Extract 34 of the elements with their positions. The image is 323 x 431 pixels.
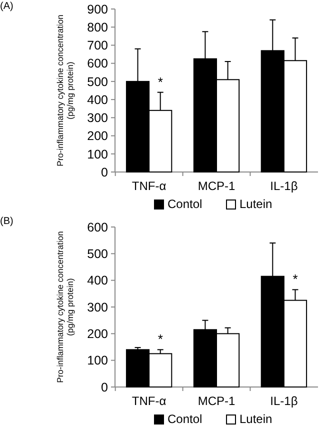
y-tick-label: 0 [101,165,108,180]
text: (A) [0,1,14,12]
annotation: * [158,74,163,90]
annotation: * [158,332,163,347]
legend-label: Contol [168,197,202,212]
x-tick-label: IL-1β [270,179,298,193]
annotation: * [292,272,298,287]
y-tick-label: 800 [87,20,108,34]
y-tick-label: 600 [87,220,108,234]
y-axis-title: Pro-inflammatory cytokine concentration (pg/mg protein) [55,230,75,383]
x-tick-label: MCP-1 [198,179,236,193]
y-tick-label: 500 [87,247,108,262]
x-tick-label: TNF-α [132,394,166,408]
y-tick-label: 300 [87,111,108,126]
y-tick-label: 0 [101,380,108,394]
legend-label: Lutein [240,197,272,212]
y-tick-label: 900 [87,2,108,16]
x-tick-label: IL-1β [270,394,298,408]
y-tick-label: 600 [87,56,108,71]
legend-label: Contol [168,412,202,426]
y-tick-label: 400 [87,92,108,107]
legend-label: Lutein [240,412,272,426]
y-tick-label: 200 [87,129,108,144]
y-axis-title: Pro-inflammatory cytokine concentration (pg/mg protein) [55,14,75,166]
y-tick-label: 700 [87,38,108,53]
x-tick-label: MCP-1 [198,394,236,408]
y-tick-label: 400 [87,274,108,288]
x-tick-label: TNF-α [132,179,166,193]
text: (B) [0,216,14,227]
y-tick-label: 200 [87,327,108,342]
y-tick-label: 100 [87,147,108,162]
y-tick-label: 500 [87,74,108,89]
y-tick-label: 300 [87,300,108,314]
y-tick-label: 100 [87,354,108,368]
